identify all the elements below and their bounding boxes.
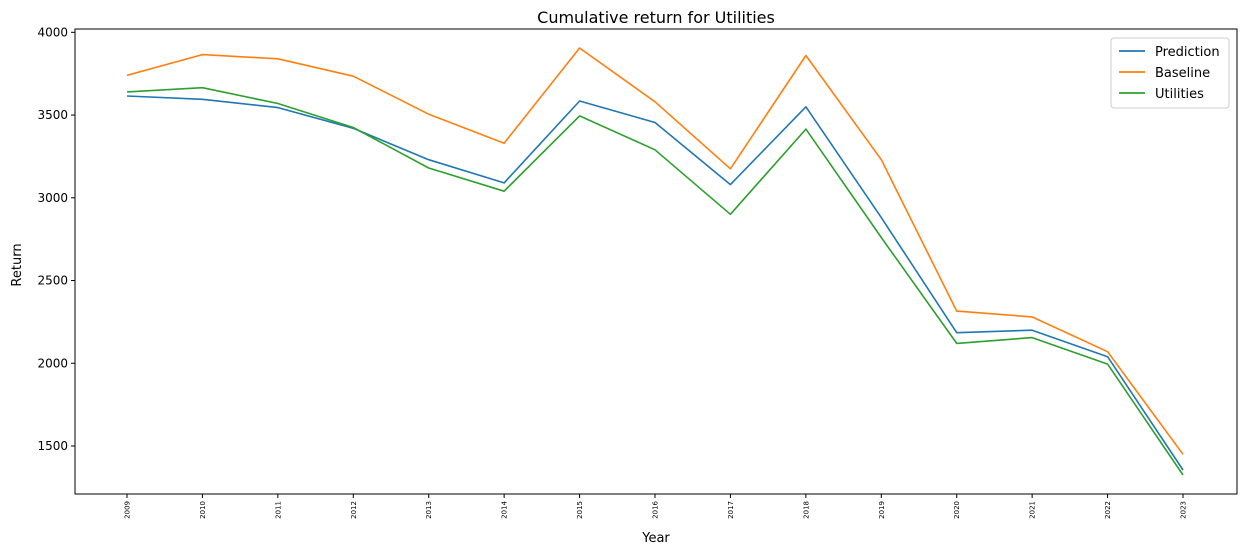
chart-title: Cumulative return for Utilities: [537, 8, 775, 27]
x-axis-title: Year: [641, 531, 670, 546]
x-tick-label: 2019: [878, 501, 886, 519]
series-line-baseline: [126, 47, 1184, 455]
x-tick-label: 2014: [501, 500, 509, 518]
x-tick-label: 2018: [802, 501, 810, 519]
legend-label: Utilities: [1155, 87, 1204, 102]
x-tick-label: 2016: [652, 500, 660, 518]
y-tick-label: 2500: [37, 274, 68, 288]
x-tick-label: 2020: [953, 501, 961, 519]
y-tick-label: 3500: [37, 108, 68, 122]
x-tick-label: 2013: [425, 501, 433, 519]
plot-frame: [74, 28, 1238, 495]
y-axis: 1500 2000 2500 3000 3500 4000: [37, 25, 75, 453]
legend-label: Prediction: [1155, 45, 1220, 60]
x-tick-label: 2009: [124, 501, 132, 519]
y-tick-label: 3000: [37, 191, 68, 205]
x-axis: 2009 2010 2011 2012 2013 2014 2015 2016 2017 2018…: [124, 494, 1188, 519]
y-axis-title: Return: [10, 243, 25, 286]
x-tick-label: 2011: [274, 501, 282, 519]
legend-label: Baseline: [1155, 66, 1210, 81]
legend: Prediction Baseline Utilities: [1110, 37, 1230, 109]
x-tick-label: 2012: [350, 501, 358, 519]
y-tick-label: 2000: [37, 356, 68, 370]
plot-area: [74, 28, 1238, 495]
x-tick-label: 2017: [727, 501, 735, 519]
legend-box: [1110, 37, 1230, 109]
series-line-utilities: [126, 86, 1184, 476]
y-tick-label: 1500: [37, 439, 68, 453]
y-tick-label: 4000: [37, 25, 68, 39]
series-line-prediction: [126, 95, 1184, 471]
x-tick-label: 2023: [1180, 501, 1188, 519]
x-tick-label: 2015: [576, 501, 584, 519]
x-tick-label: 2021: [1029, 501, 1037, 519]
x-tick-label: 2010: [199, 501, 207, 519]
x-tick-label: 2022: [1104, 501, 1112, 519]
